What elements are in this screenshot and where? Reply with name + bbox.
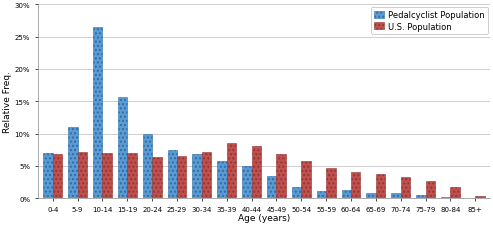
Bar xyxy=(53,155,62,198)
Bar xyxy=(292,187,301,198)
Bar xyxy=(475,196,485,198)
Bar xyxy=(441,197,451,198)
Bar xyxy=(168,150,177,198)
Bar xyxy=(342,190,351,198)
Bar xyxy=(202,152,211,198)
Bar xyxy=(451,187,460,198)
Legend: Pedalcyclist Population, U.S. Population: Pedalcyclist Population, U.S. Population xyxy=(371,8,488,35)
Bar xyxy=(277,155,286,198)
Bar xyxy=(366,193,376,198)
Bar xyxy=(43,153,53,198)
X-axis label: Age (years): Age (years) xyxy=(238,213,290,222)
Bar xyxy=(103,153,112,198)
Bar xyxy=(142,134,152,198)
Bar xyxy=(217,161,227,198)
Bar xyxy=(242,166,251,198)
Bar xyxy=(77,152,87,198)
Bar xyxy=(192,155,202,198)
Bar xyxy=(376,175,386,198)
Bar xyxy=(416,195,425,198)
Bar xyxy=(425,181,435,198)
Bar xyxy=(251,147,261,198)
Bar xyxy=(391,193,401,198)
Bar xyxy=(326,169,336,198)
Bar xyxy=(351,173,360,198)
Bar xyxy=(127,153,137,198)
Bar xyxy=(401,177,410,198)
Bar xyxy=(267,176,277,198)
Bar xyxy=(93,28,103,198)
Bar xyxy=(118,98,127,198)
Bar xyxy=(68,128,77,198)
Bar xyxy=(152,158,162,198)
Bar xyxy=(301,161,311,198)
Bar xyxy=(177,156,186,198)
Bar xyxy=(227,144,236,198)
Y-axis label: Relative Freq.: Relative Freq. xyxy=(3,71,12,133)
Bar xyxy=(317,191,326,198)
